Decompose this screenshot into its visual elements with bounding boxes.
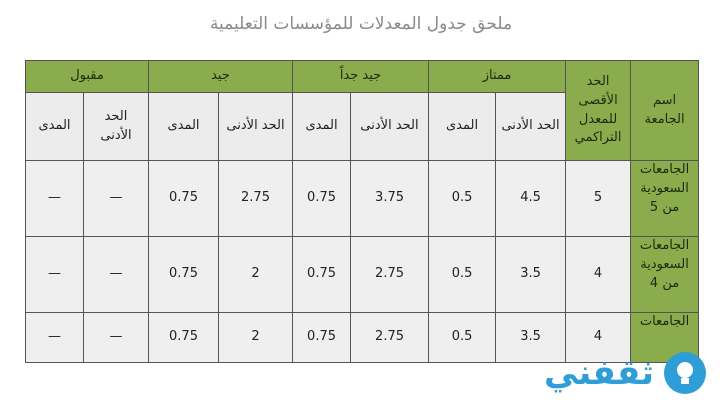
table-cell: جيد	[147, 60, 294, 93]
table-cell: 2	[218, 236, 294, 313]
watermark: ثقفني	[544, 350, 708, 396]
table-cell: الحد الأدنى	[218, 92, 294, 161]
table-cell: —	[25, 312, 84, 363]
table-cell: اسم الجامعة	[630, 60, 700, 161]
table-row: اسم الجامعة الحد الأقصى للمعدل التراكمي مم…	[25, 60, 700, 161]
table-cell: الحد الأدنى	[350, 92, 430, 161]
table-cell: —	[25, 236, 84, 313]
page-title: ملحق جدول المعدلات للمؤسسات التعليمية	[209, 14, 513, 34]
table-cell: —	[25, 160, 84, 237]
table-row: الحد الأدنى المدى الحد الأدنى المدى الحد الأ…	[25, 92, 699, 161]
table-cell: الحد الأدنى	[495, 92, 567, 161]
table-cell: 2.75	[218, 160, 294, 237]
table-cell: —	[83, 236, 149, 313]
table-cell: ممتاز	[428, 60, 567, 93]
table-cell: 0.75	[147, 160, 220, 237]
table-cell: —	[83, 160, 149, 237]
table-cell: 2.75	[350, 236, 430, 313]
table-row: الجامعات السعودية من 5 5 4.5 0.5 3.75 0.75 2.7…	[25, 160, 700, 237]
table-cell: الجامعات السعودية من 5	[630, 160, 700, 237]
table-cell: 4.5	[495, 160, 567, 237]
table-cell: 3.5	[495, 236, 567, 313]
table-cell: الحد الأدنى	[83, 92, 149, 161]
watermark-icon	[664, 352, 706, 394]
table-cell: —	[83, 312, 149, 363]
table-cell: 0.75	[147, 312, 220, 363]
table-cell: الجامعات السعودية من 4	[630, 236, 700, 313]
table-cell: 4	[565, 236, 632, 313]
table-cell: 0.75	[292, 312, 352, 363]
table-cell: المدى	[292, 92, 352, 161]
watermark-text: ثقفني	[544, 353, 654, 393]
table-cell: 0.75	[147, 236, 220, 313]
table-cell: 0.5	[428, 160, 497, 237]
table-row: الجامعات 4 3.5 0.5 2.75 0.75 2 0.75— —	[25, 312, 700, 363]
table-cell: 0.75	[292, 236, 352, 313]
table-cell: 2.75	[350, 312, 430, 363]
table-cell: المدى	[147, 92, 220, 161]
table-row: الجامعات السعودية من 4 4 3.5 0.5 2.75 0.75 2 0.…	[25, 236, 700, 313]
table-cell: مقبول	[25, 60, 149, 93]
table-cell: 0.5	[428, 312, 497, 363]
table-cell: المدى	[428, 92, 497, 161]
table-cell: المدى	[25, 92, 84, 161]
table-cell: 5	[565, 160, 632, 237]
grades-table: اسم الجامعة الحد الأقصى للمعدل التراكمي مم…	[25, 60, 700, 363]
table-cell: جيد جداً	[292, 60, 430, 93]
table-cell: 2	[218, 312, 294, 363]
table-cell: 4	[565, 312, 632, 363]
table-cell: 0.5	[428, 236, 497, 313]
table-cell: الحد الأقصى للمعدل التراكمي	[565, 60, 632, 161]
table-cell: 3.5	[495, 312, 567, 363]
table-cell: 3.75	[350, 160, 430, 237]
table-cell: 0.75	[292, 160, 352, 237]
